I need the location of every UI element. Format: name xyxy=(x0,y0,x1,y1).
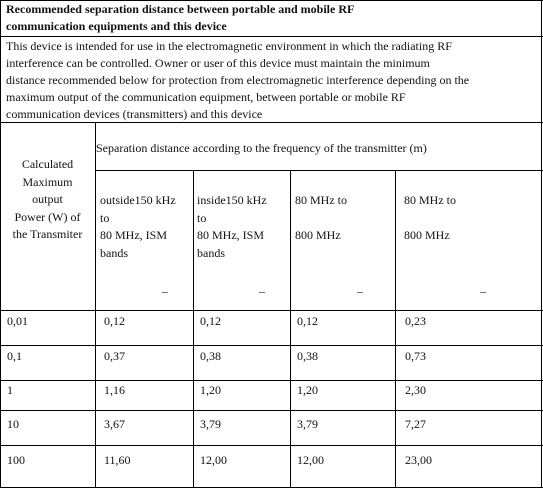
row-header-label: Maximum xyxy=(22,174,73,189)
column-mark: – xyxy=(357,284,363,298)
cell: 1,16 xyxy=(104,383,125,397)
rule xyxy=(541,0,542,488)
intro-line: This device is intended for use in the e… xyxy=(6,39,452,53)
cell: 0,38 xyxy=(200,349,221,363)
row-header-label: the Transmiter xyxy=(12,227,83,241)
row-header-label: Calculated xyxy=(21,157,74,171)
power-cell: 0,1 xyxy=(7,349,22,363)
cell: 0,23 xyxy=(405,314,426,328)
rule xyxy=(0,380,543,381)
rule xyxy=(290,170,291,488)
column-header: 80 MHz to xyxy=(295,193,347,207)
cell: 12,00 xyxy=(297,453,324,467)
column-header: bands xyxy=(197,245,225,260)
column-header: inside150 kHz xyxy=(197,193,267,207)
cell: 23,00 xyxy=(405,453,432,467)
power-cell: 10 xyxy=(7,417,19,431)
rule xyxy=(0,410,543,411)
column-header: 800 MHz xyxy=(295,228,341,242)
column-header: bands xyxy=(100,245,128,260)
rule xyxy=(95,122,96,488)
cell: 0,12 xyxy=(297,314,318,328)
rule xyxy=(0,122,543,123)
cell: 0,73 xyxy=(405,349,426,363)
cell: 0,12 xyxy=(200,314,221,328)
power-cell: 100 xyxy=(7,453,25,467)
power-cell: 0,01 xyxy=(7,314,28,328)
group-header: Separation distance according to the fre… xyxy=(96,141,427,155)
title: communication equipments and this device xyxy=(6,19,227,33)
column-header: to xyxy=(100,210,110,225)
rule xyxy=(0,310,543,311)
rule xyxy=(0,0,543,1)
rule xyxy=(395,170,396,488)
column-mark: – xyxy=(480,284,486,298)
column-header: to xyxy=(197,210,207,225)
row-header-label: output xyxy=(32,192,63,206)
column-header: outside150 kHz xyxy=(100,193,176,207)
cell: 0,37 xyxy=(104,349,125,363)
intro-line: maximum output of the communication equi… xyxy=(6,90,406,104)
rule xyxy=(193,170,194,488)
cell: 12,00 xyxy=(200,453,227,467)
intro-line: distance recommended below for protectio… xyxy=(6,73,470,87)
column-mark: – xyxy=(162,284,168,298)
cell: 3,67 xyxy=(104,417,125,431)
column-mark: – xyxy=(259,284,265,298)
cell: 3,79 xyxy=(200,417,221,431)
cell: 1,20 xyxy=(200,383,221,397)
cell: 1,20 xyxy=(297,383,318,397)
column-header: 80 MHz, ISM xyxy=(197,228,265,242)
cell: 3,79 xyxy=(297,417,318,431)
title: Recommended separation distance between … xyxy=(6,2,355,16)
cell: 0,38 xyxy=(297,349,318,363)
rule xyxy=(95,170,543,171)
row-header-label: Power (W) of xyxy=(14,209,81,224)
cell: 11,60 xyxy=(104,453,131,467)
rule xyxy=(0,36,543,37)
cell: 0,12 xyxy=(104,314,125,328)
intro-line: interference can be controlled. Owner or… xyxy=(6,56,430,70)
column-header: 80 MHz to xyxy=(404,193,456,207)
intro-line: communication devices (transmitters) and… xyxy=(6,107,263,121)
rule xyxy=(0,345,543,346)
cell: 7,27 xyxy=(405,417,426,431)
power-cell: 1 xyxy=(7,383,13,397)
column-header: 80 MHz, ISM xyxy=(100,228,168,242)
cell: 2,30 xyxy=(405,383,426,397)
column-header: 800 MHz xyxy=(404,228,450,242)
rule xyxy=(0,445,543,446)
rule xyxy=(0,0,1,488)
